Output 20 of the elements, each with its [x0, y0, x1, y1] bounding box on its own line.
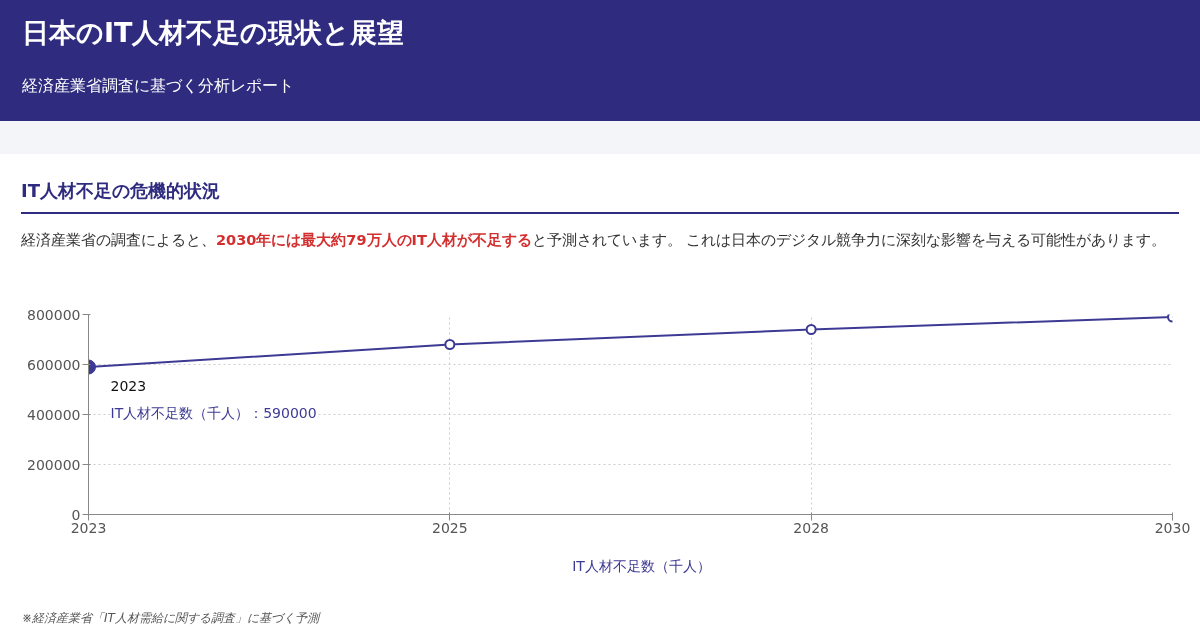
header-band: 日本のIT人材不足の現状と展望 経済産業省調査に基づく分析レポート — [0, 0, 1200, 121]
annotation: IT人材不足数（千人）：590000 — [110, 405, 317, 421]
y-tick-label: 600000 — [27, 356, 81, 373]
chart-title: 日本のIT人材不足の現状と展望 — [22, 16, 406, 50]
annotation: 2023 — [110, 378, 147, 394]
text: ※経済産業省「IT人材需給に関する調査」に基づく予測 — [21, 610, 319, 627]
point — [805, 324, 817, 335]
chart-subtitle: 経済産業省調査に基づく分析レポート — [22, 74, 295, 97]
point — [444, 339, 456, 350]
x-tick-label: 2025 — [432, 519, 468, 536]
x-tick-label: 2028 — [793, 519, 829, 536]
text: IT人材不足の危機的状況 — [21, 154, 1179, 214]
text: 2030年には最大約79万人のIT人材が不足する — [216, 231, 532, 248]
text: 経済産業省の調査によると、 — [21, 231, 216, 248]
text: IT人材不足数（千人） — [572, 558, 711, 576]
y-tick-label: 800000 — [27, 306, 81, 323]
y-tick-label: 400000 — [27, 406, 81, 423]
y-tick-label: 200000 — [27, 456, 81, 473]
x-tick-label: 2030 — [1154, 519, 1191, 536]
text: と予測されています。 これは日本のデジタル競争力に深刻な影響を与える可能性があります。 — [531, 231, 1167, 248]
